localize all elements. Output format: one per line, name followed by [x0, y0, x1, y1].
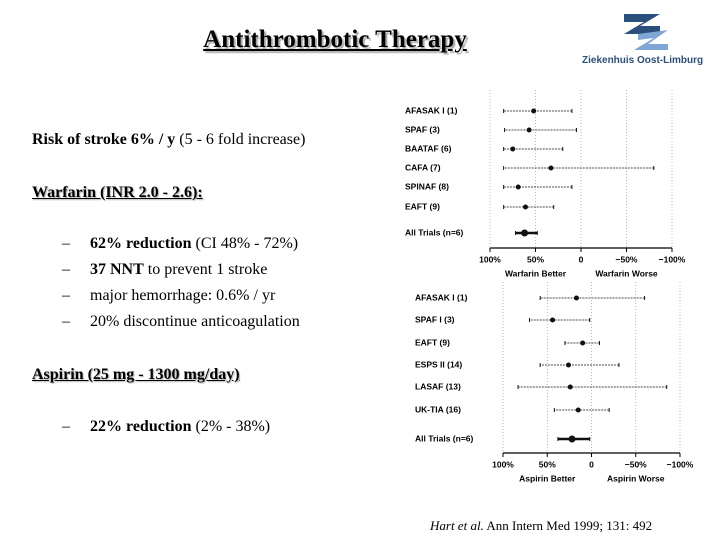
bullet-text: major hemorrhage: 0.6% / yr — [90, 287, 275, 305]
bullet-rest: 20% discontinue anticoagulation — [90, 313, 300, 330]
bullet-bold: 22% reduction — [90, 418, 192, 435]
point-estimate — [573, 295, 579, 301]
axis-caption: Warfarin Better — [505, 268, 567, 278]
x-tick-label: −100% — [659, 254, 686, 264]
point-estimate — [580, 340, 586, 346]
citation-source: Ann Intern Med 1999; 131: 492 — [483, 518, 653, 533]
aspirin-heading: Aspirin (25 mg - 1300 mg/day) — [32, 366, 240, 383]
bullet: – — [62, 235, 70, 252]
bullet: – — [62, 287, 70, 304]
bullet-bold: 37 NNT — [90, 261, 144, 278]
bullet-rest: (CI 48% - 72%) — [191, 235, 299, 252]
risk-line: Risk of stroke 6% / y (5 - 6 fold increa… — [32, 131, 305, 149]
x-tick-label: 50% — [539, 459, 556, 469]
study-label: All Trials (n=6) — [405, 227, 464, 237]
x-tick-label: 0 — [579, 254, 584, 264]
citation: Hart et al. Ann Intern Med 1999; 131: 49… — [430, 518, 652, 534]
point-estimate — [515, 184, 521, 190]
risk-bold: Risk of stroke 6% / y — [32, 131, 176, 148]
x-tick-label: 100% — [492, 459, 514, 469]
x-tick-label: −100% — [667, 459, 694, 469]
bullet-rest: major hemorrhage: 0.6% / yr — [90, 287, 276, 304]
citation-authors: Hart et al. — [430, 518, 484, 533]
risk-rest: (5 - 6 fold increase) — [175, 131, 306, 148]
study-label: All Trials (n=6) — [415, 433, 474, 443]
bullet-text: 37 NNT to prevent 1 stroke — [90, 261, 267, 279]
bullet-text: 22% reduction (2% - 38%) — [90, 418, 270, 436]
bullet-text: 62% reduction (CI 48% - 72%) — [90, 235, 298, 253]
study-label: CAFA (7) — [405, 162, 441, 172]
bullet-text: 20% discontinue anticoagulation — [90, 313, 300, 331]
point-estimate — [521, 229, 529, 237]
bullet-bold: 62% reduction — [90, 235, 192, 252]
point-estimate — [531, 108, 537, 114]
study-label: EAFT (9) — [405, 201, 440, 211]
study-label: SPINAF (8) — [405, 181, 449, 191]
warfarin-heading: Warfarin (INR 2.0 - 2.6): — [32, 184, 203, 201]
bullet: – — [62, 313, 70, 330]
study-label: AFASAK I (1) — [405, 105, 458, 115]
study-label: EAFT (9) — [415, 337, 450, 347]
study-label: LASAF (13) — [415, 381, 461, 391]
x-tick-label: −50% — [625, 459, 647, 469]
point-estimate — [522, 204, 528, 210]
point-estimate — [568, 435, 576, 443]
point-estimate — [575, 407, 581, 413]
x-tick-label: 100% — [479, 254, 501, 264]
bullet-rest: (2% - 38%) — [191, 418, 271, 435]
logo-text: Ziekenhuis Oost-Limburg — [582, 55, 704, 66]
x-tick-label: −50% — [616, 254, 638, 264]
point-estimate — [548, 165, 554, 171]
point-estimate — [526, 127, 532, 133]
study-label: UK-TIA (16) — [415, 404, 461, 414]
study-label: ESPS II (14) — [415, 359, 462, 369]
study-label: AFASAK I (1) — [415, 292, 468, 302]
slide-title: Antithrombotic Therapy — [203, 26, 467, 53]
study-label: SPAF (3) — [405, 124, 440, 134]
axis-caption: Aspirin Better — [519, 473, 576, 483]
point-estimate — [565, 362, 571, 368]
study-label: SPAF I (3) — [415, 314, 455, 324]
axis-caption: Warfarin Worse — [595, 268, 658, 278]
study-label: BAATAF (6) — [405, 143, 452, 153]
point-estimate — [550, 317, 556, 323]
bullet-rest: to prevent 1 stroke — [143, 261, 268, 278]
x-tick-label: 0 — [589, 459, 594, 469]
point-estimate — [510, 146, 516, 152]
logo-mark — [624, 14, 668, 50]
bullet: – — [62, 261, 70, 278]
x-tick-label: 50% — [527, 254, 544, 264]
axis-caption: Aspirin Worse — [607, 473, 665, 483]
point-estimate — [567, 384, 573, 390]
bullet: – — [62, 418, 70, 435]
